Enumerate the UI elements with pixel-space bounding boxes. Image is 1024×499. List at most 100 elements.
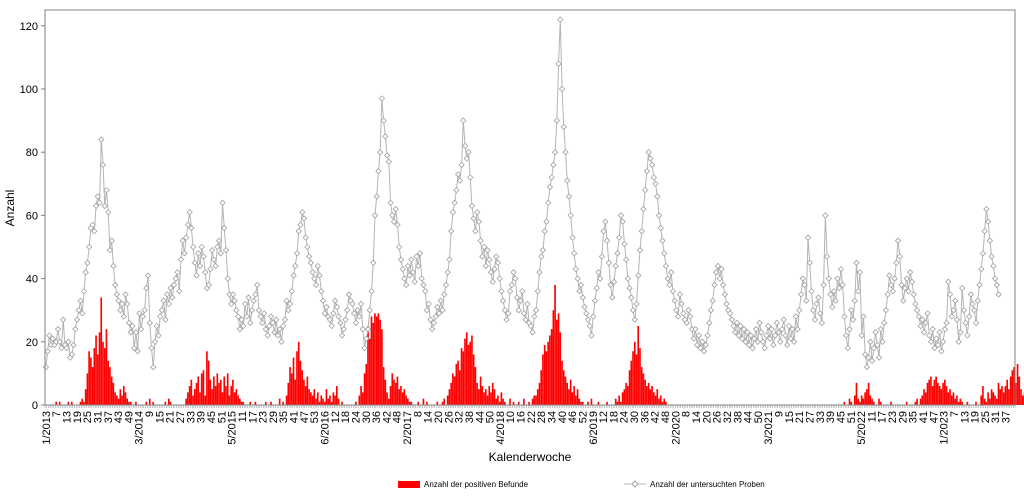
line-point	[285, 307, 292, 314]
line-point	[111, 281, 119, 289]
bar	[491, 382, 494, 405]
line-point	[423, 307, 431, 314]
line-point	[323, 303, 330, 311]
bar	[497, 395, 499, 405]
line-point	[808, 288, 815, 295]
x-tick-label: 2/2017	[402, 411, 414, 445]
bar	[441, 401, 444, 405]
x-tick-label: 14	[691, 411, 703, 423]
x-tick-label: 12	[598, 411, 610, 423]
bar	[623, 389, 626, 405]
bar	[389, 386, 392, 405]
bar	[656, 389, 659, 405]
bar	[554, 284, 556, 405]
bar	[81, 398, 84, 405]
bar	[866, 389, 868, 405]
line-point	[305, 253, 313, 260]
line-point	[318, 288, 325, 295]
bar	[109, 367, 111, 405]
line-point	[387, 199, 394, 206]
bar	[575, 395, 577, 405]
bar	[282, 401, 284, 405]
line-point	[208, 246, 216, 254]
line-point	[711, 281, 718, 289]
bar	[950, 395, 953, 405]
x-tick-label: 35	[278, 411, 290, 423]
line-point	[288, 288, 295, 295]
line-point	[127, 329, 134, 336]
x-tick-label: 44	[743, 411, 755, 423]
y-tick-label: 40	[26, 274, 38, 286]
bar	[86, 373, 89, 405]
line-point	[269, 319, 276, 327]
bar	[853, 395, 856, 405]
line-point	[477, 237, 484, 244]
x-tick-label: 13	[62, 411, 74, 423]
line-point	[205, 281, 212, 289]
bar	[337, 398, 340, 405]
line-point	[262, 325, 270, 333]
bar	[264, 401, 267, 405]
line-point	[312, 281, 320, 289]
bar	[448, 389, 451, 405]
line-point	[446, 256, 453, 263]
line-point	[319, 297, 327, 304]
x-tick-label: 14	[423, 411, 435, 423]
x-tick-label: 37	[103, 411, 115, 423]
bar	[400, 386, 402, 405]
bar	[947, 392, 950, 405]
y-axis-title: Anzahl	[3, 190, 17, 227]
line-point	[416, 250, 424, 257]
bar	[985, 401, 988, 405]
bar	[375, 316, 378, 405]
line-point	[988, 253, 995, 260]
bar	[55, 401, 58, 405]
line-point	[406, 272, 413, 279]
bar	[478, 389, 480, 405]
line-point	[617, 212, 625, 219]
line-point	[79, 310, 86, 317]
x-tick-label: 21	[165, 411, 177, 423]
line-point	[974, 297, 981, 304]
bar	[233, 392, 236, 405]
bar	[93, 348, 96, 405]
line-point	[953, 316, 961, 323]
line-point	[77, 297, 84, 304]
x-tick-label: 2/2020	[670, 411, 682, 445]
line-point	[354, 307, 361, 314]
x-tick-label: 5/2015	[227, 411, 239, 445]
line-point	[493, 253, 500, 260]
line-point	[331, 297, 339, 304]
line-point	[862, 351, 869, 358]
line-point	[143, 284, 150, 292]
bar	[58, 401, 61, 405]
line-point	[669, 288, 677, 295]
bar	[341, 401, 343, 405]
line-point	[176, 288, 183, 295]
line-point	[498, 288, 505, 295]
bar	[994, 395, 996, 405]
line-point	[349, 300, 356, 308]
line-point	[882, 307, 890, 314]
line-point	[302, 234, 309, 241]
line-point	[333, 303, 341, 311]
x-tick-label: 44	[474, 411, 486, 423]
bar	[540, 370, 543, 405]
line-point	[468, 202, 476, 210]
bar	[658, 398, 660, 405]
line-point	[591, 297, 599, 304]
line-point	[816, 310, 824, 317]
bar	[997, 382, 1000, 405]
bar	[436, 401, 439, 405]
line-point	[501, 307, 509, 314]
line-point	[664, 275, 671, 282]
line-point	[193, 272, 200, 279]
line-point	[157, 313, 164, 320]
line-point	[836, 284, 843, 292]
line-point	[120, 313, 127, 320]
x-tick-label: 4/2018	[495, 411, 507, 445]
bar	[486, 395, 489, 405]
line-point	[241, 300, 249, 308]
line-point	[699, 338, 706, 345]
line-point	[894, 237, 902, 244]
